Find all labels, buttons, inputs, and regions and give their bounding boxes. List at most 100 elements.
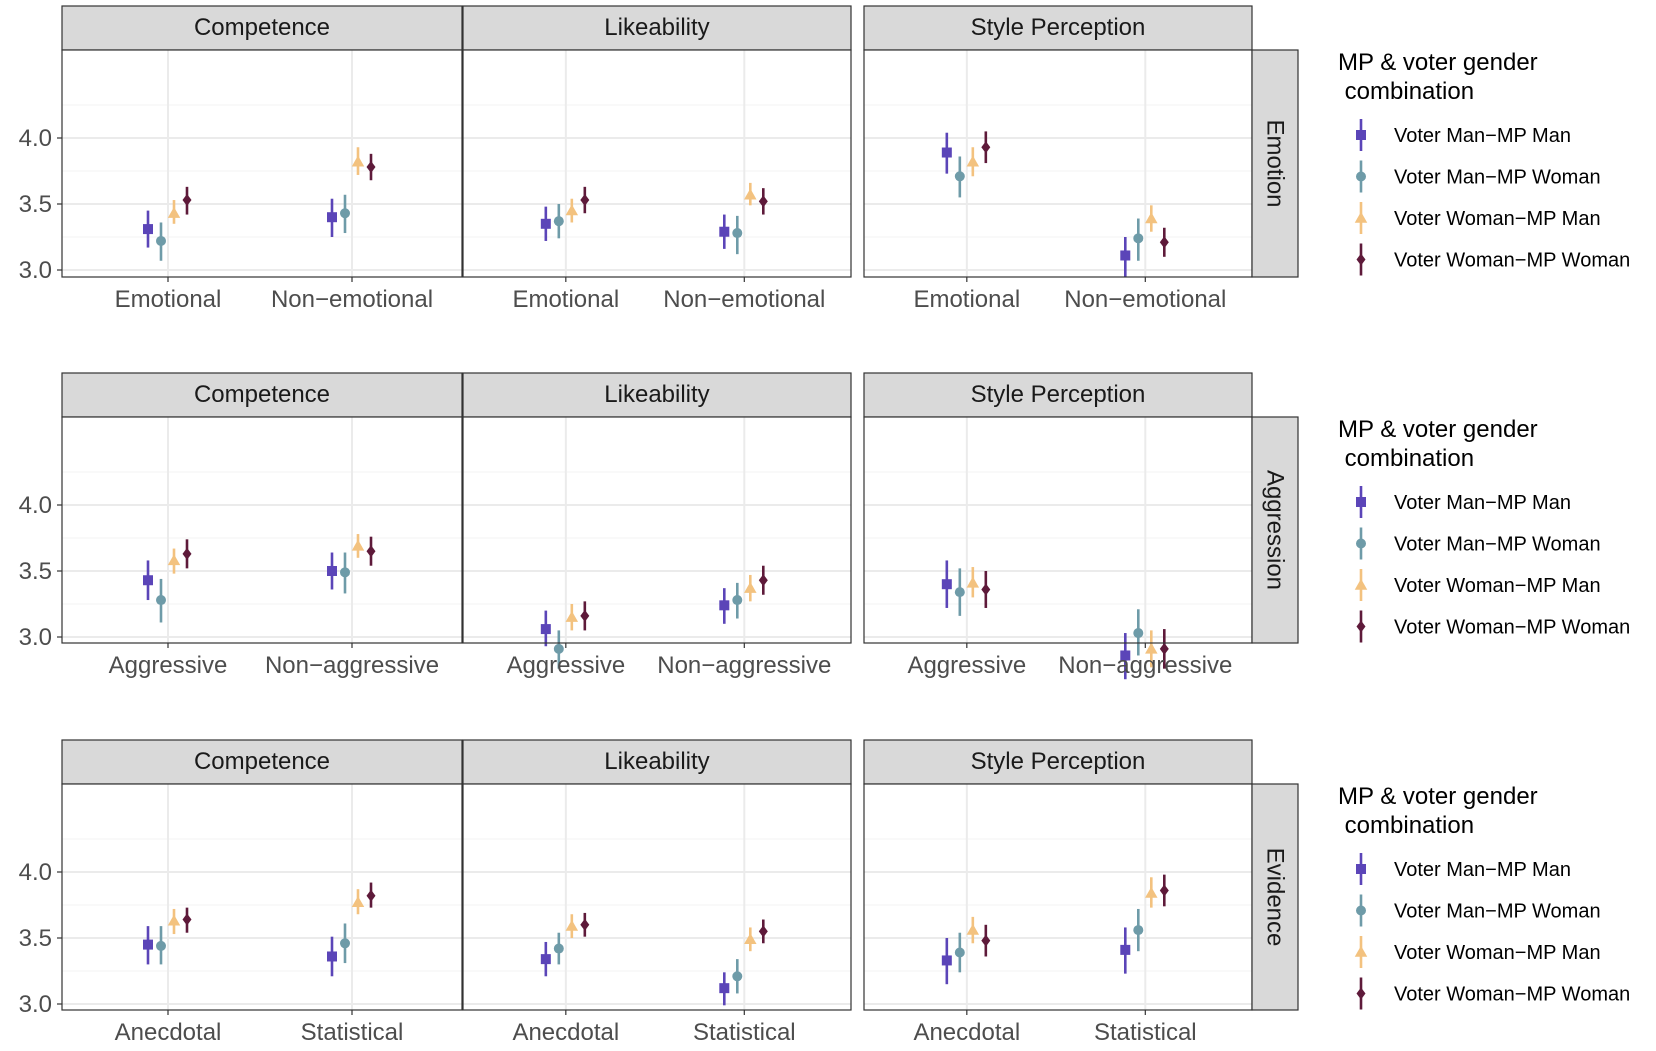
y-tick-label: 3.5 xyxy=(19,191,52,218)
data-point xyxy=(744,581,757,593)
panel-border xyxy=(61,49,463,278)
legend-key-diamond-icon xyxy=(1356,253,1366,266)
x-tick-label: Non−aggressive xyxy=(265,652,439,679)
legend-key-diamond-icon xyxy=(1356,987,1366,1000)
facet-strip-label: Competence xyxy=(194,748,330,775)
legend-key-square-icon xyxy=(1356,130,1366,140)
data-point xyxy=(758,574,768,587)
row-strip-label: Aggression xyxy=(1262,470,1289,590)
data-point xyxy=(1145,212,1158,224)
panel-border xyxy=(462,416,852,644)
legend: MP & voter gender combination Voter Man−M… xyxy=(1338,416,1630,643)
x-tick-label: Emotional xyxy=(115,286,222,313)
data-point xyxy=(143,224,153,235)
legend-item-label: Voter Woman−MP Woman xyxy=(1394,984,1630,1006)
y-tick-label: 4.0 xyxy=(19,125,52,152)
x-tick-label: Statistical xyxy=(1094,1019,1197,1046)
panel-background xyxy=(62,50,462,277)
data-point xyxy=(580,918,590,931)
x-tick-label: Aggressive xyxy=(506,652,625,679)
x-tick-label: Non−emotional xyxy=(663,286,825,313)
data-point xyxy=(966,155,980,167)
data-point xyxy=(1120,944,1131,955)
row-strip xyxy=(1251,783,1299,1011)
x-tick-label: Aggressive xyxy=(109,652,228,679)
data-point xyxy=(540,218,551,229)
x-tick-label: Anecdotal xyxy=(512,1019,619,1046)
data-point xyxy=(719,600,730,611)
facet-strip xyxy=(462,5,852,51)
data-point xyxy=(156,595,166,606)
facet-strip xyxy=(863,372,1253,418)
data-point xyxy=(719,983,730,994)
data-point xyxy=(565,204,579,216)
panel-border xyxy=(462,783,852,1011)
x-tick-label: Statistical xyxy=(693,1019,796,1046)
x-tick-label: Anecdotal xyxy=(913,1019,1020,1046)
data-point xyxy=(167,554,181,566)
y-tick-label: 3.0 xyxy=(19,624,52,651)
facet-strip xyxy=(61,5,463,51)
data-point xyxy=(966,923,980,935)
facet-strip-label: Style Perception xyxy=(971,748,1146,775)
data-point xyxy=(1145,886,1158,898)
facet-panel: Style Perception Aggressive Non−aggressive xyxy=(863,372,1253,680)
data-point xyxy=(340,567,350,578)
row-strip-label: Emotion xyxy=(1262,119,1289,207)
data-point xyxy=(565,610,579,622)
facet-strip-label: Style Perception xyxy=(971,381,1146,408)
y-tick-label: 3.0 xyxy=(19,991,52,1018)
facet-panel: Likeability Aggressive Non−aggressive xyxy=(462,372,852,679)
data-point xyxy=(954,171,965,182)
data-point xyxy=(1120,250,1131,261)
data-point xyxy=(580,609,590,622)
facet-strip-label: Style Perception xyxy=(971,14,1146,41)
legend-key-diamond-icon xyxy=(1356,620,1366,633)
data-point xyxy=(954,587,965,598)
facet-panel: Competence Anecdotal Statistical 3.0 3.5 4.0 xyxy=(19,739,463,1046)
data-point xyxy=(143,575,153,586)
legend-key-square-icon xyxy=(1356,497,1366,507)
facet-strip-label: Likeability xyxy=(604,748,709,775)
y-tick-label: 3.0 xyxy=(19,257,52,284)
y-tick-label: 3.5 xyxy=(19,925,52,952)
legend-item-label: Voter Man−MP Woman xyxy=(1394,901,1601,923)
legend-title: combination xyxy=(1338,445,1474,472)
facet-strip-label: Competence xyxy=(194,381,330,408)
data-point xyxy=(366,545,376,558)
data-point xyxy=(1145,642,1158,654)
data-point xyxy=(553,216,564,227)
legend-key-circle-icon xyxy=(1356,171,1366,182)
legend-item-label: Voter Man−MP Woman xyxy=(1394,534,1601,556)
chart-row-aggression: Competence Aggressive Non−aggressive 3.0 3.5… xyxy=(19,372,1630,680)
data-point xyxy=(540,954,551,965)
x-tick-label: Non−emotional xyxy=(1064,286,1226,313)
data-point xyxy=(366,889,376,902)
data-point xyxy=(954,947,965,958)
panel-background xyxy=(864,50,1252,277)
facet-strip xyxy=(462,372,852,418)
data-point xyxy=(565,919,579,931)
data-point xyxy=(167,914,181,926)
legend-item-label: Voter Woman−MP Woman xyxy=(1394,617,1630,639)
facet-strip-label: Competence xyxy=(194,14,330,41)
x-tick-label: Statistical xyxy=(301,1019,404,1046)
data-point xyxy=(966,576,980,588)
data-point xyxy=(981,583,991,596)
data-point xyxy=(1159,236,1169,249)
data-point xyxy=(580,194,590,207)
legend-item-label: Voter Man−MP Man xyxy=(1394,125,1571,147)
data-point xyxy=(758,195,768,208)
y-tick-label: 4.0 xyxy=(19,859,52,886)
legend-key-triangle-icon xyxy=(1354,945,1368,957)
x-tick-label: Non−emotional xyxy=(271,286,433,313)
panel-background xyxy=(864,417,1252,643)
data-point xyxy=(744,933,757,945)
data-point xyxy=(182,194,192,207)
chart-row-evidence: Competence Anecdotal Statistical 3.0 3.5 4.0 L… xyxy=(19,739,1630,1046)
data-point xyxy=(941,955,952,966)
panel-border xyxy=(61,783,463,1011)
data-point xyxy=(340,938,350,949)
legend: MP & voter gender combination Voter Man−M… xyxy=(1338,783,1630,1010)
